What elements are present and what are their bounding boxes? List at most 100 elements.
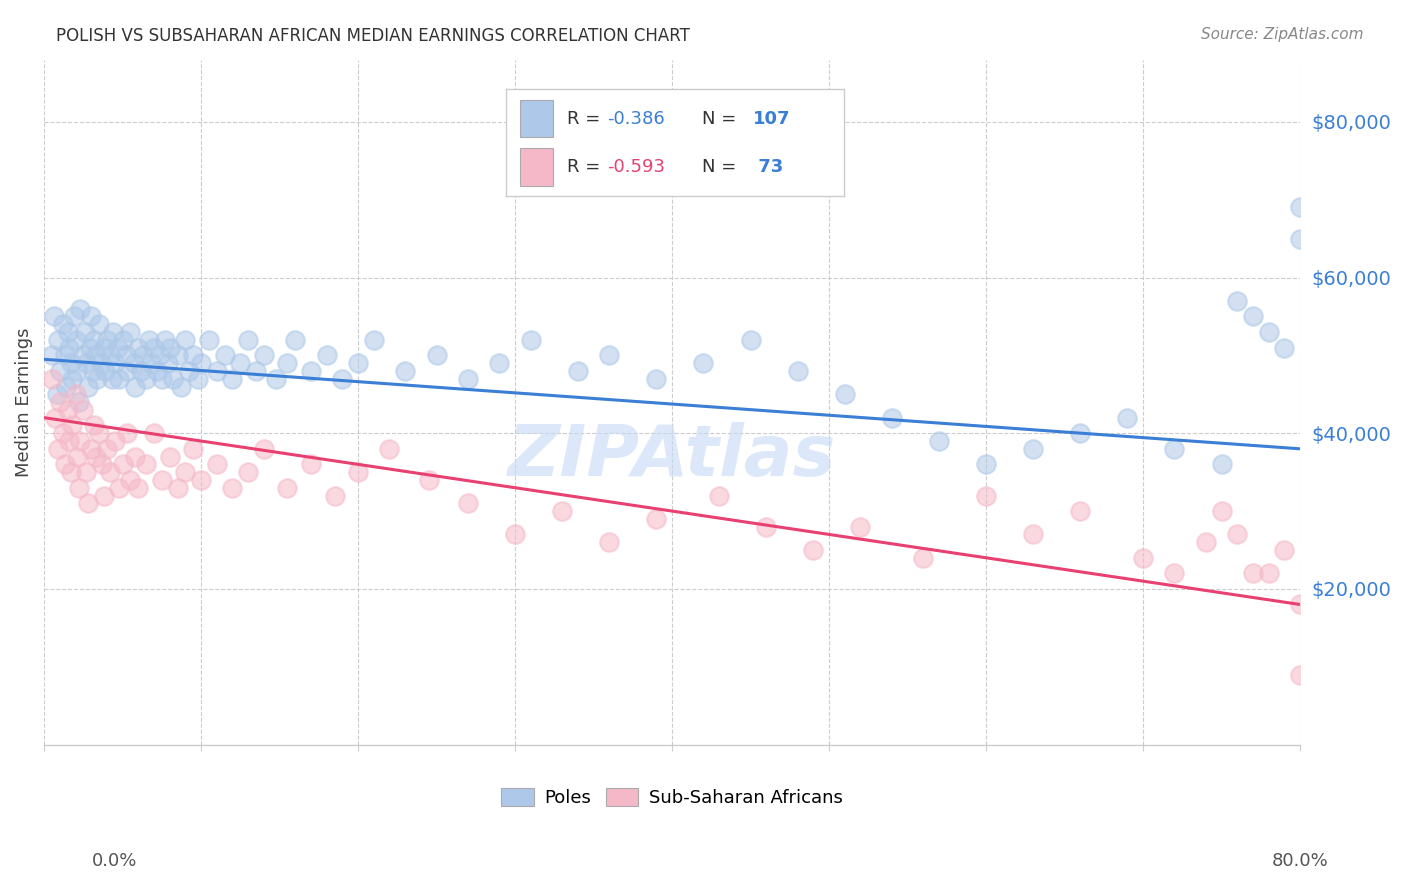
Point — [426, 348, 449, 362]
Point — [880, 410, 903, 425]
Point — [1069, 426, 1091, 441]
Point — [63, 310, 86, 324]
Point — [174, 465, 197, 479]
Point — [135, 458, 157, 472]
Text: N =: N = — [702, 158, 742, 176]
Point — [315, 348, 337, 362]
Bar — [520, 100, 554, 137]
Point — [1022, 527, 1045, 541]
Point — [114, 348, 136, 362]
Point — [205, 364, 228, 378]
Point — [157, 356, 180, 370]
Point — [84, 450, 107, 464]
Point — [72, 403, 94, 417]
Point — [503, 527, 526, 541]
Point — [928, 434, 950, 448]
Text: N =: N = — [702, 110, 742, 128]
Point — [394, 364, 416, 378]
Point — [166, 481, 188, 495]
Point — [59, 465, 82, 479]
Point — [162, 372, 184, 386]
Text: R =: R = — [567, 158, 606, 176]
Point — [645, 372, 668, 386]
Point — [363, 333, 385, 347]
Point — [132, 348, 155, 362]
Point — [347, 356, 370, 370]
Point — [276, 356, 298, 370]
Bar — [520, 148, 554, 186]
Point — [46, 333, 69, 347]
Point — [80, 442, 103, 456]
Point — [104, 434, 127, 448]
Point — [912, 550, 935, 565]
Point — [190, 356, 212, 370]
Point — [488, 356, 510, 370]
Point — [124, 379, 146, 393]
Point — [82, 364, 104, 378]
Point — [159, 450, 181, 464]
Point — [124, 450, 146, 464]
Point — [67, 481, 90, 495]
Point — [245, 364, 267, 378]
Point — [86, 372, 108, 386]
Point — [66, 450, 89, 464]
Point — [41, 348, 63, 362]
Point — [1116, 410, 1139, 425]
Point — [91, 458, 114, 472]
Point — [1257, 325, 1279, 339]
Point — [332, 372, 354, 386]
Point — [266, 372, 288, 386]
Point — [520, 333, 543, 347]
Point — [1163, 566, 1185, 581]
Y-axis label: Median Earnings: Median Earnings — [15, 327, 32, 477]
Point — [87, 426, 110, 441]
Point — [96, 333, 118, 347]
Point — [1289, 598, 1312, 612]
Point — [214, 348, 236, 362]
Point — [740, 333, 762, 347]
Point — [1163, 442, 1185, 456]
Point — [1241, 310, 1264, 324]
Point — [53, 458, 76, 472]
Point — [1272, 341, 1295, 355]
Point — [253, 442, 276, 456]
Point — [323, 489, 346, 503]
Point — [44, 410, 66, 425]
Text: -0.386: -0.386 — [607, 110, 665, 128]
Point — [221, 481, 243, 495]
Point — [49, 364, 72, 378]
Point — [801, 543, 824, 558]
Point — [1226, 293, 1249, 308]
Point — [139, 356, 162, 370]
Point — [41, 372, 63, 386]
Point — [79, 341, 101, 355]
Point — [84, 348, 107, 362]
Point — [174, 333, 197, 347]
Point — [90, 356, 112, 370]
Point — [974, 458, 997, 472]
Point — [598, 535, 620, 549]
Point — [98, 465, 121, 479]
Point — [146, 364, 169, 378]
Point — [143, 426, 166, 441]
Point — [181, 348, 204, 362]
Point — [52, 318, 75, 332]
Point — [56, 403, 79, 417]
Point — [42, 310, 65, 324]
Point — [107, 341, 129, 355]
Point — [598, 348, 620, 362]
Point — [46, 442, 69, 456]
Legend: Poles, Sub-Saharan Africans: Poles, Sub-Saharan Africans — [494, 780, 851, 814]
Point — [1211, 504, 1233, 518]
Point — [138, 333, 160, 347]
Point — [159, 341, 181, 355]
Point — [66, 364, 89, 378]
Point — [1226, 527, 1249, 541]
Point — [80, 310, 103, 324]
Point — [1195, 535, 1218, 549]
Point — [1069, 504, 1091, 518]
Point — [1289, 667, 1312, 681]
Point — [53, 348, 76, 362]
Point — [127, 481, 149, 495]
Point — [55, 379, 77, 393]
